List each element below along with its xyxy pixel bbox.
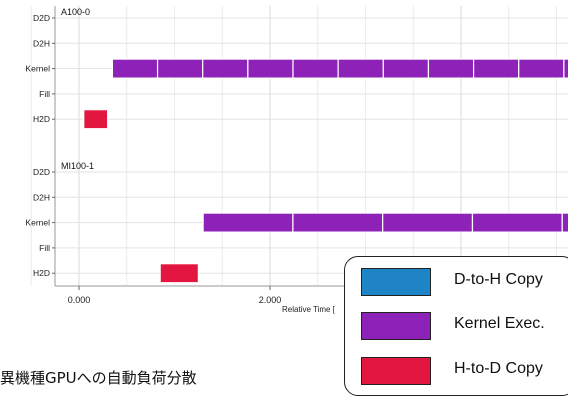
block-kernel [471,212,563,233]
block-kernel [247,58,294,79]
row-label: Kernel [25,64,50,74]
x-tick-label: 0.000 [68,295,91,305]
block-kernel [563,58,568,79]
legend-swatch-kernel [361,312,431,340]
row-label: H2D [33,268,50,278]
block-kernel [427,58,475,79]
row-label: D2D [33,13,50,23]
block-kernel [382,58,430,79]
legend-label-d2h: D-to-H Copy [454,271,543,288]
block-h2d [159,263,199,284]
row-label: Kernel [25,218,50,228]
block-kernel [518,58,565,79]
block-kernel [156,58,204,79]
block-kernel [111,58,159,79]
row-label: D2H [33,192,50,202]
legend-label-kernel: Kernel Exec. [454,315,545,332]
block-kernel [202,58,249,79]
panel-title: MI100-1 [61,161,94,171]
legend-label-h2d: H-to-D Copy [454,360,543,377]
x-tick-label: 2.000 [259,295,282,305]
row-label: D2H [33,38,50,48]
block-kernel [382,212,474,233]
x-axis-label: Relative Time [ [282,305,336,314]
plot-area [55,6,568,286]
legend-swatch-h2d [361,357,431,385]
block-kernel [337,58,384,79]
block-kernel [202,212,294,233]
caption-text: 異機種GPUへの自動負荷分散 [0,369,197,387]
block-kernel [561,212,568,233]
row-label: H2D [33,114,50,124]
block-kernel [292,58,339,79]
legend-swatch-d2h [361,268,431,296]
row-label: Fill [39,243,50,253]
legend: D-to-H Copy Kernel Exec. H-to-D Copy [344,256,568,396]
block-h2d [83,109,109,130]
block-kernel [292,212,384,233]
row-label: D2D [33,167,50,177]
panel-title: A100-0 [61,7,90,17]
row-label: Fill [39,89,50,99]
block-kernel [472,58,520,79]
